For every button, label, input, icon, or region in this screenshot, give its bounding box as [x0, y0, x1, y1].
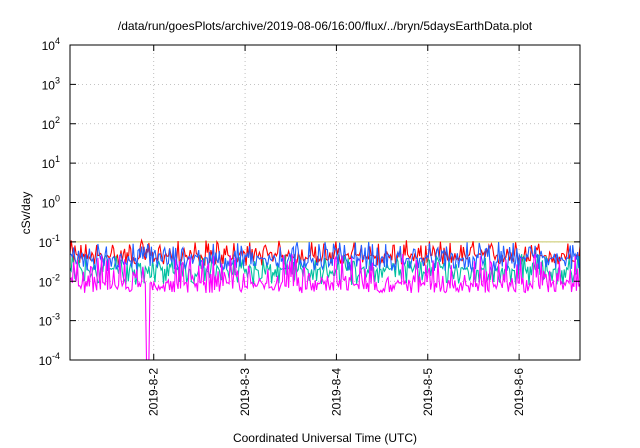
y-tick-label: 10-4 [39, 351, 60, 368]
y-tick-label: 102 [42, 115, 60, 132]
y-tick-label: 10-1 [39, 233, 60, 250]
y-tick-label: 10-2 [39, 272, 60, 289]
x-axis-label: Coordinated Universal Time (UTC) [233, 431, 417, 445]
y-tick-label: 10-3 [39, 312, 60, 329]
x-axis: 2019-8-2 2019-8-3 2019-8-4 2019-8-5 2019-8-6 [147, 45, 526, 416]
x-tick-label: 2019-8-6 [512, 368, 526, 416]
x-tick-label: 2019-8-2 [147, 368, 161, 416]
grid [70, 45, 580, 360]
y-axis-label: cSv/day [19, 192, 33, 235]
y-tick-label: 104 [42, 36, 60, 53]
y-tick-label: 103 [42, 75, 60, 92]
series-line-4 [69, 253, 581, 361]
x-tick-label: 2019-8-3 [238, 368, 252, 416]
x-tick-label: 2019-8-5 [421, 368, 435, 416]
y-tick-label: 101 [42, 154, 60, 171]
y-tick-label: 100 [42, 194, 60, 211]
y-axis: 10-4 10-3 10-2 10-1 100 101 102 103 104 [39, 36, 580, 368]
x-tick-label: 2019-8-4 [329, 368, 343, 416]
series-group [69, 238, 581, 361]
chart-title: /data/run/goesPlots/archive/2019-08-06/1… [118, 19, 533, 33]
series-line-3 [69, 241, 581, 273]
